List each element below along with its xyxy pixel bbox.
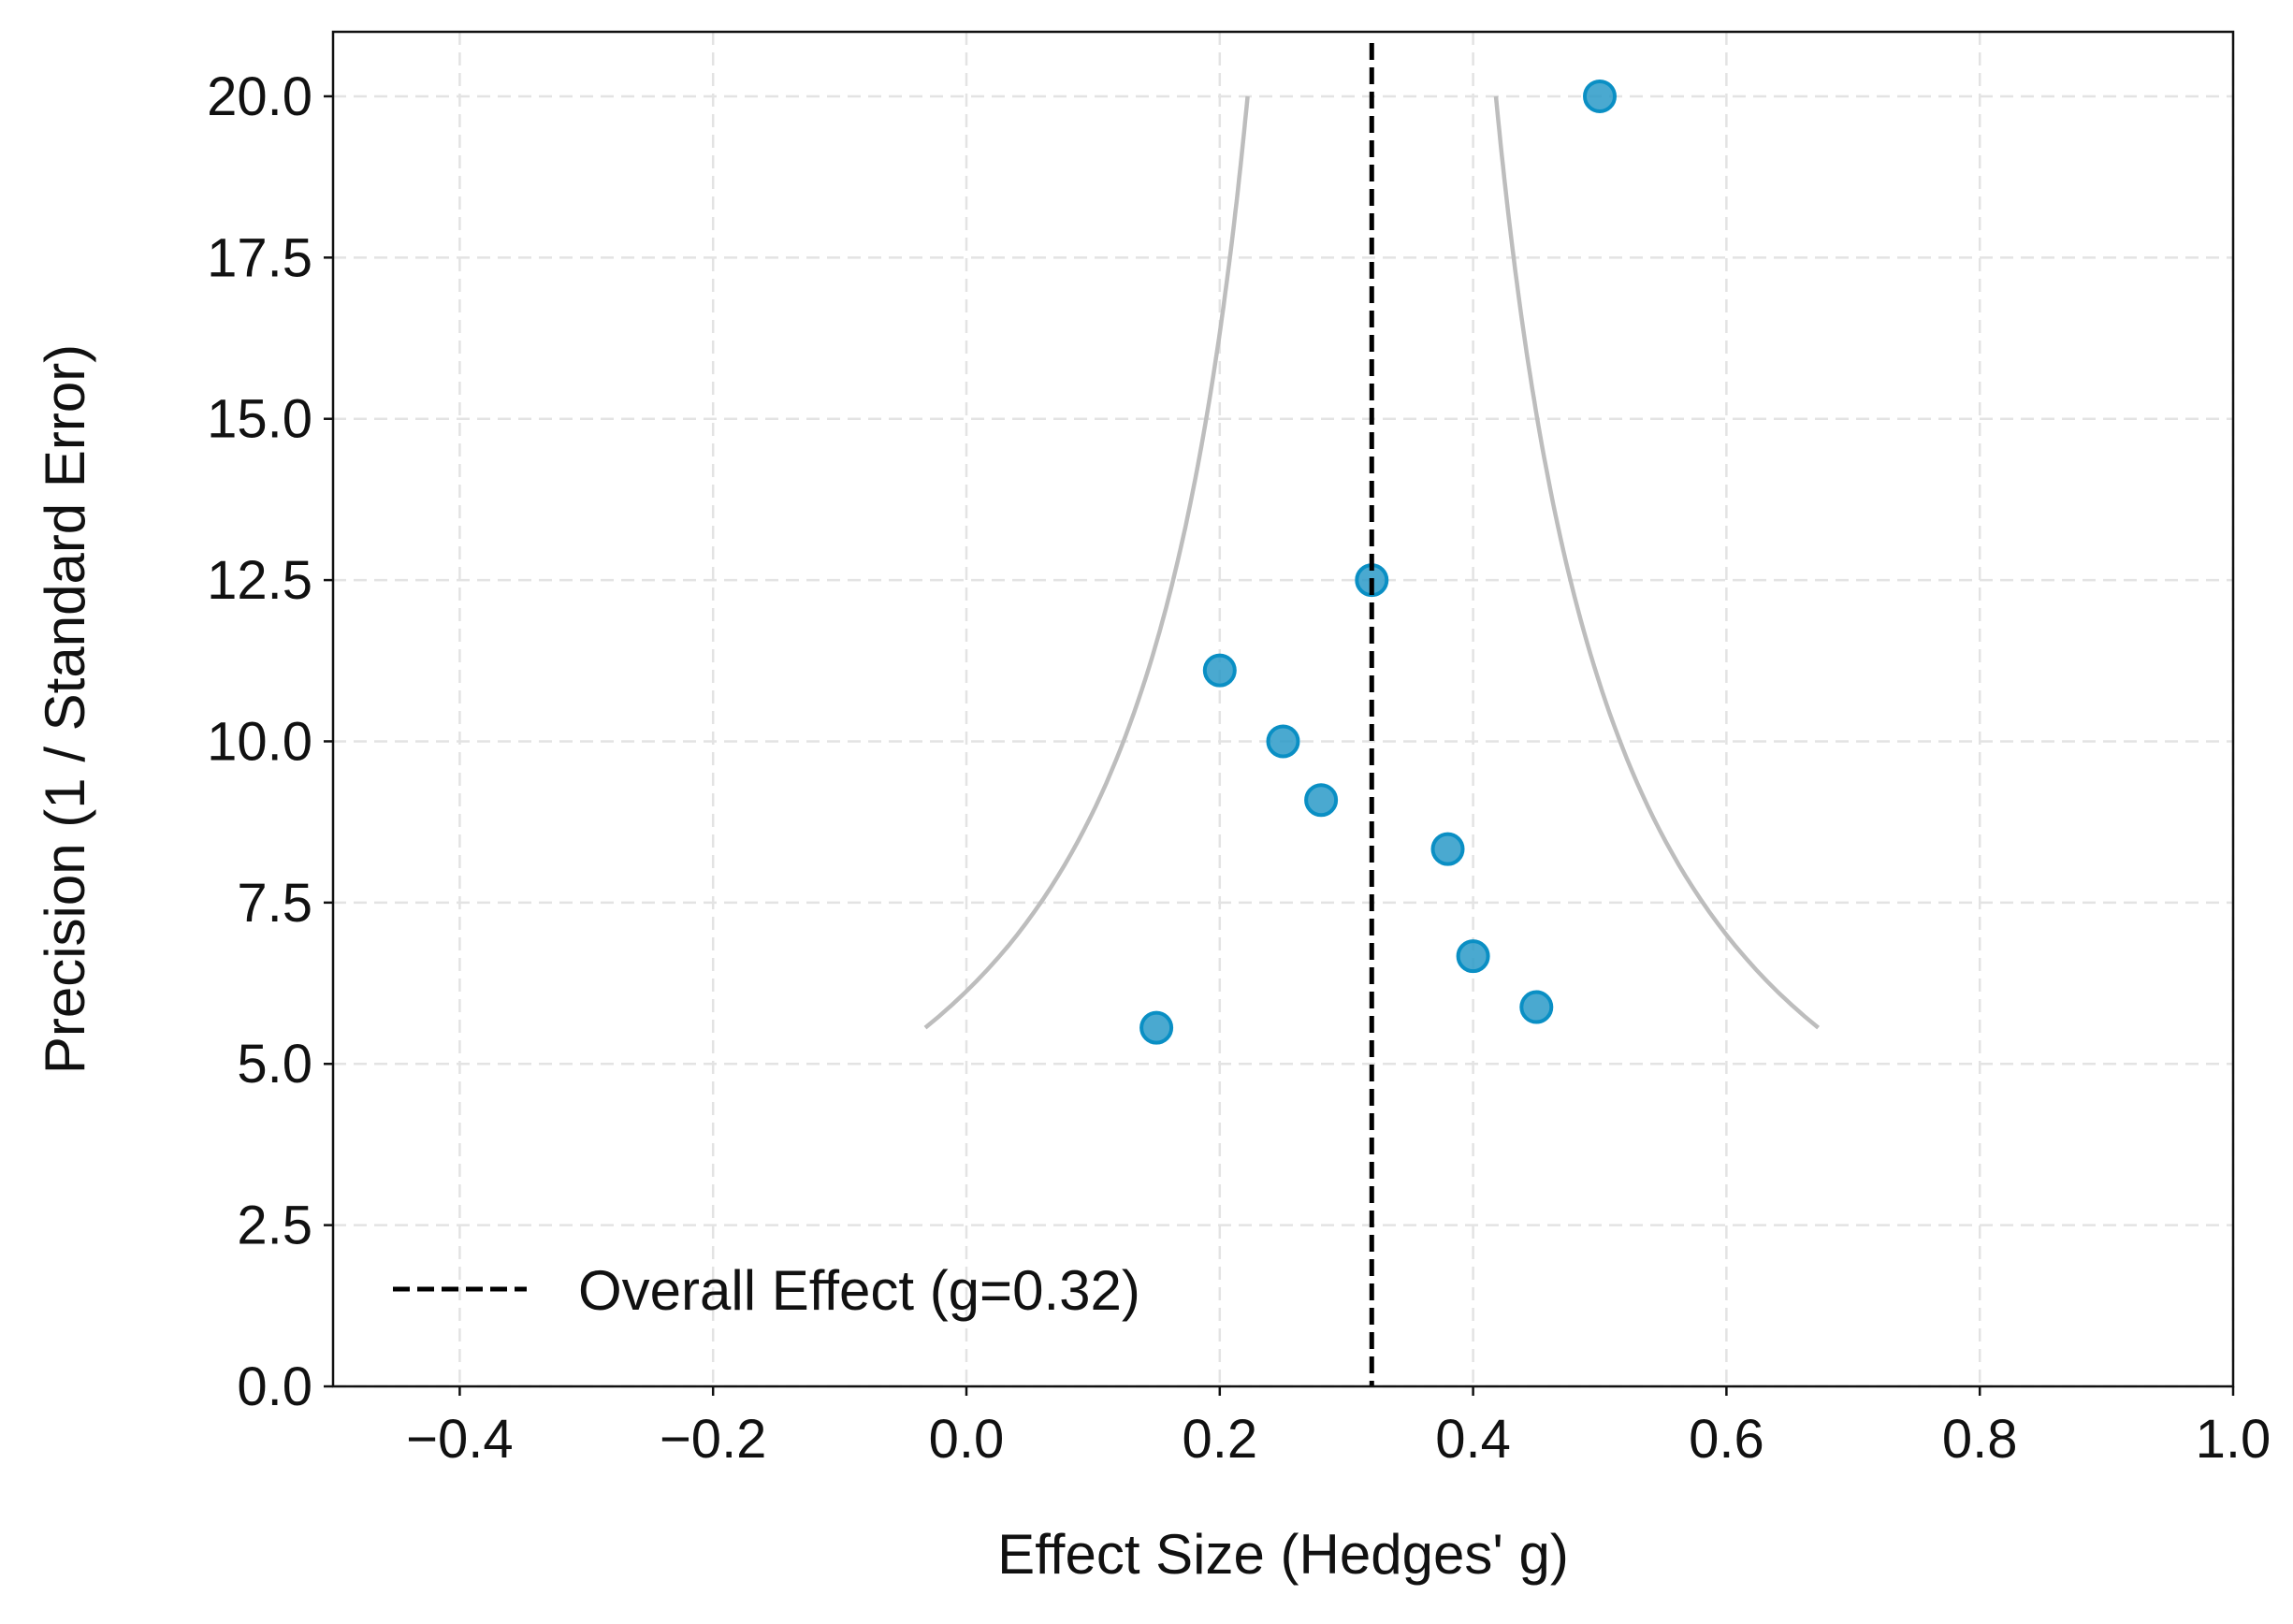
x-tick-label: −0.4 [406, 1409, 514, 1470]
y-tick-label: 17.5 [207, 227, 312, 288]
x-tick-label: 0.4 [1435, 1409, 1511, 1470]
y-ticks: 0.0 2.5 5.0 7.5 10.0 12.5 15.0 17.5 20.0 [207, 66, 333, 1417]
y-tick-label: 7.5 [237, 873, 312, 934]
legend: Overall Effect (g=0.32) [393, 1259, 1140, 1322]
data-point [1304, 783, 1339, 818]
grid [333, 32, 2235, 1388]
data-point [1202, 653, 1237, 688]
y-tick-label: 10.0 [207, 711, 312, 772]
y-tick-label: 5.0 [237, 1034, 312, 1095]
data-point [1266, 724, 1300, 759]
x-tick-label: 0.6 [1689, 1409, 1764, 1470]
funnel-line-right [1493, 95, 1821, 1030]
x-ticks: −0.4 −0.2 0.0 0.2 0.4 0.6 0.8 1.0 [406, 1386, 2271, 1470]
y-tick-label: 12.5 [207, 550, 312, 611]
y-axis-label: Precision (1 / Standard Error) [34, 344, 96, 1074]
data-point [1519, 990, 1554, 1024]
x-tick-label: 0.0 [929, 1409, 1005, 1470]
funnel-line-left [923, 95, 1250, 1030]
x-tick-label: −0.2 [660, 1409, 767, 1470]
data-point [1456, 939, 1490, 974]
y-tick-label: 2.5 [237, 1196, 312, 1256]
x-tick-label: 1.0 [2196, 1409, 2271, 1470]
data-points [1139, 79, 1617, 1045]
y-tick-label: 0.0 [237, 1356, 312, 1417]
plot-frame [331, 30, 2235, 1388]
y-tick-label: 20.0 [207, 66, 312, 127]
x-axis-label: Effect Size (Hedges' g) [997, 1523, 1569, 1586]
x-tick-label: 0.2 [1182, 1409, 1257, 1470]
funnel-lines [923, 95, 1821, 1030]
data-point [1430, 832, 1465, 866]
data-point [1583, 79, 1617, 113]
x-tick-label: 0.8 [1942, 1409, 2018, 1470]
data-point [1139, 1010, 1174, 1045]
y-tick-label: 15.0 [207, 389, 312, 450]
legend-label-overall: Overall Effect (g=0.32) [578, 1259, 1140, 1322]
